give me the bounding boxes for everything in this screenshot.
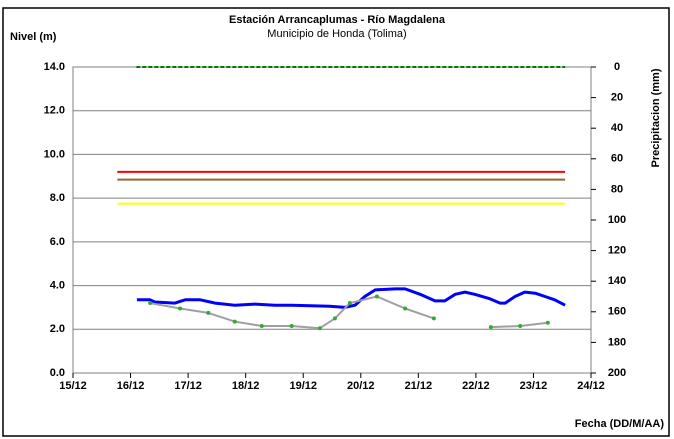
y2-tick-label: 60 [611, 153, 623, 165]
chart-subtitle: Municipio de Honda (Tolima) [267, 28, 406, 40]
series-marker [347, 301, 352, 306]
y-tick-label: 12.0 [44, 105, 65, 117]
x-tick-label: 16/12 [117, 380, 145, 392]
y2-tick-label: 0 [614, 61, 620, 73]
chart-frame [2, 7, 670, 437]
series-marker [518, 324, 523, 329]
y2-tick-label: 100 [608, 214, 626, 226]
y2-tick-label: 20 [611, 92, 623, 104]
series-line [136, 287, 566, 309]
series-marker [403, 306, 408, 311]
x-tick-label: 20/12 [347, 380, 375, 392]
x-tick-label: 19/12 [289, 380, 317, 392]
y2-tick-label: 140 [608, 275, 626, 287]
y2-tick-label: 40 [611, 122, 623, 134]
y-tick-label: 6.0 [50, 236, 65, 248]
x-tick-label: 17/12 [174, 380, 202, 392]
x-tick-label: 21/12 [405, 380, 433, 392]
series-marker [148, 301, 153, 306]
y2-tick-label: 120 [608, 245, 626, 257]
y2-tick-label: 180 [608, 336, 626, 348]
chart-title: Estación Arrancaplumas - Río Magdalena [229, 14, 446, 26]
series-marker [259, 324, 264, 329]
series-marker [332, 316, 337, 321]
series-marker [545, 320, 550, 325]
y-tick-label: 2.0 [50, 323, 65, 335]
y2-axis-label: Precipitacion (mm) [650, 68, 662, 167]
series-marker [206, 310, 211, 315]
x-tick-label: 15/12 [59, 380, 87, 392]
x-tick-label: 18/12 [232, 380, 260, 392]
x-tick-label: 23/12 [520, 380, 548, 392]
y2-tick-label: 200 [608, 367, 626, 379]
series-marker [232, 319, 237, 324]
y2-tick-label: 160 [608, 306, 626, 318]
y-axis-label: Nivel (m) [10, 31, 57, 43]
x-tick-label: 24/12 [577, 380, 605, 392]
series-marker [431, 316, 436, 321]
y-tick-label: 14.0 [44, 61, 65, 73]
y-tick-label: 10.0 [44, 148, 65, 160]
series-marker [289, 324, 294, 329]
series-line [149, 295, 435, 330]
y-tick-label: 4.0 [50, 279, 65, 291]
x-axis-label: Fecha (DD/M/AA) [575, 418, 665, 430]
series-marker [374, 294, 379, 299]
series-marker [488, 325, 493, 330]
series-marker [317, 326, 322, 331]
y-tick-label: 0.0 [50, 367, 65, 379]
y2-tick-label: 80 [611, 183, 623, 195]
series-marker [178, 306, 183, 311]
x-tick-label: 22/12 [462, 380, 490, 392]
y-tick-label: 8.0 [50, 192, 65, 204]
